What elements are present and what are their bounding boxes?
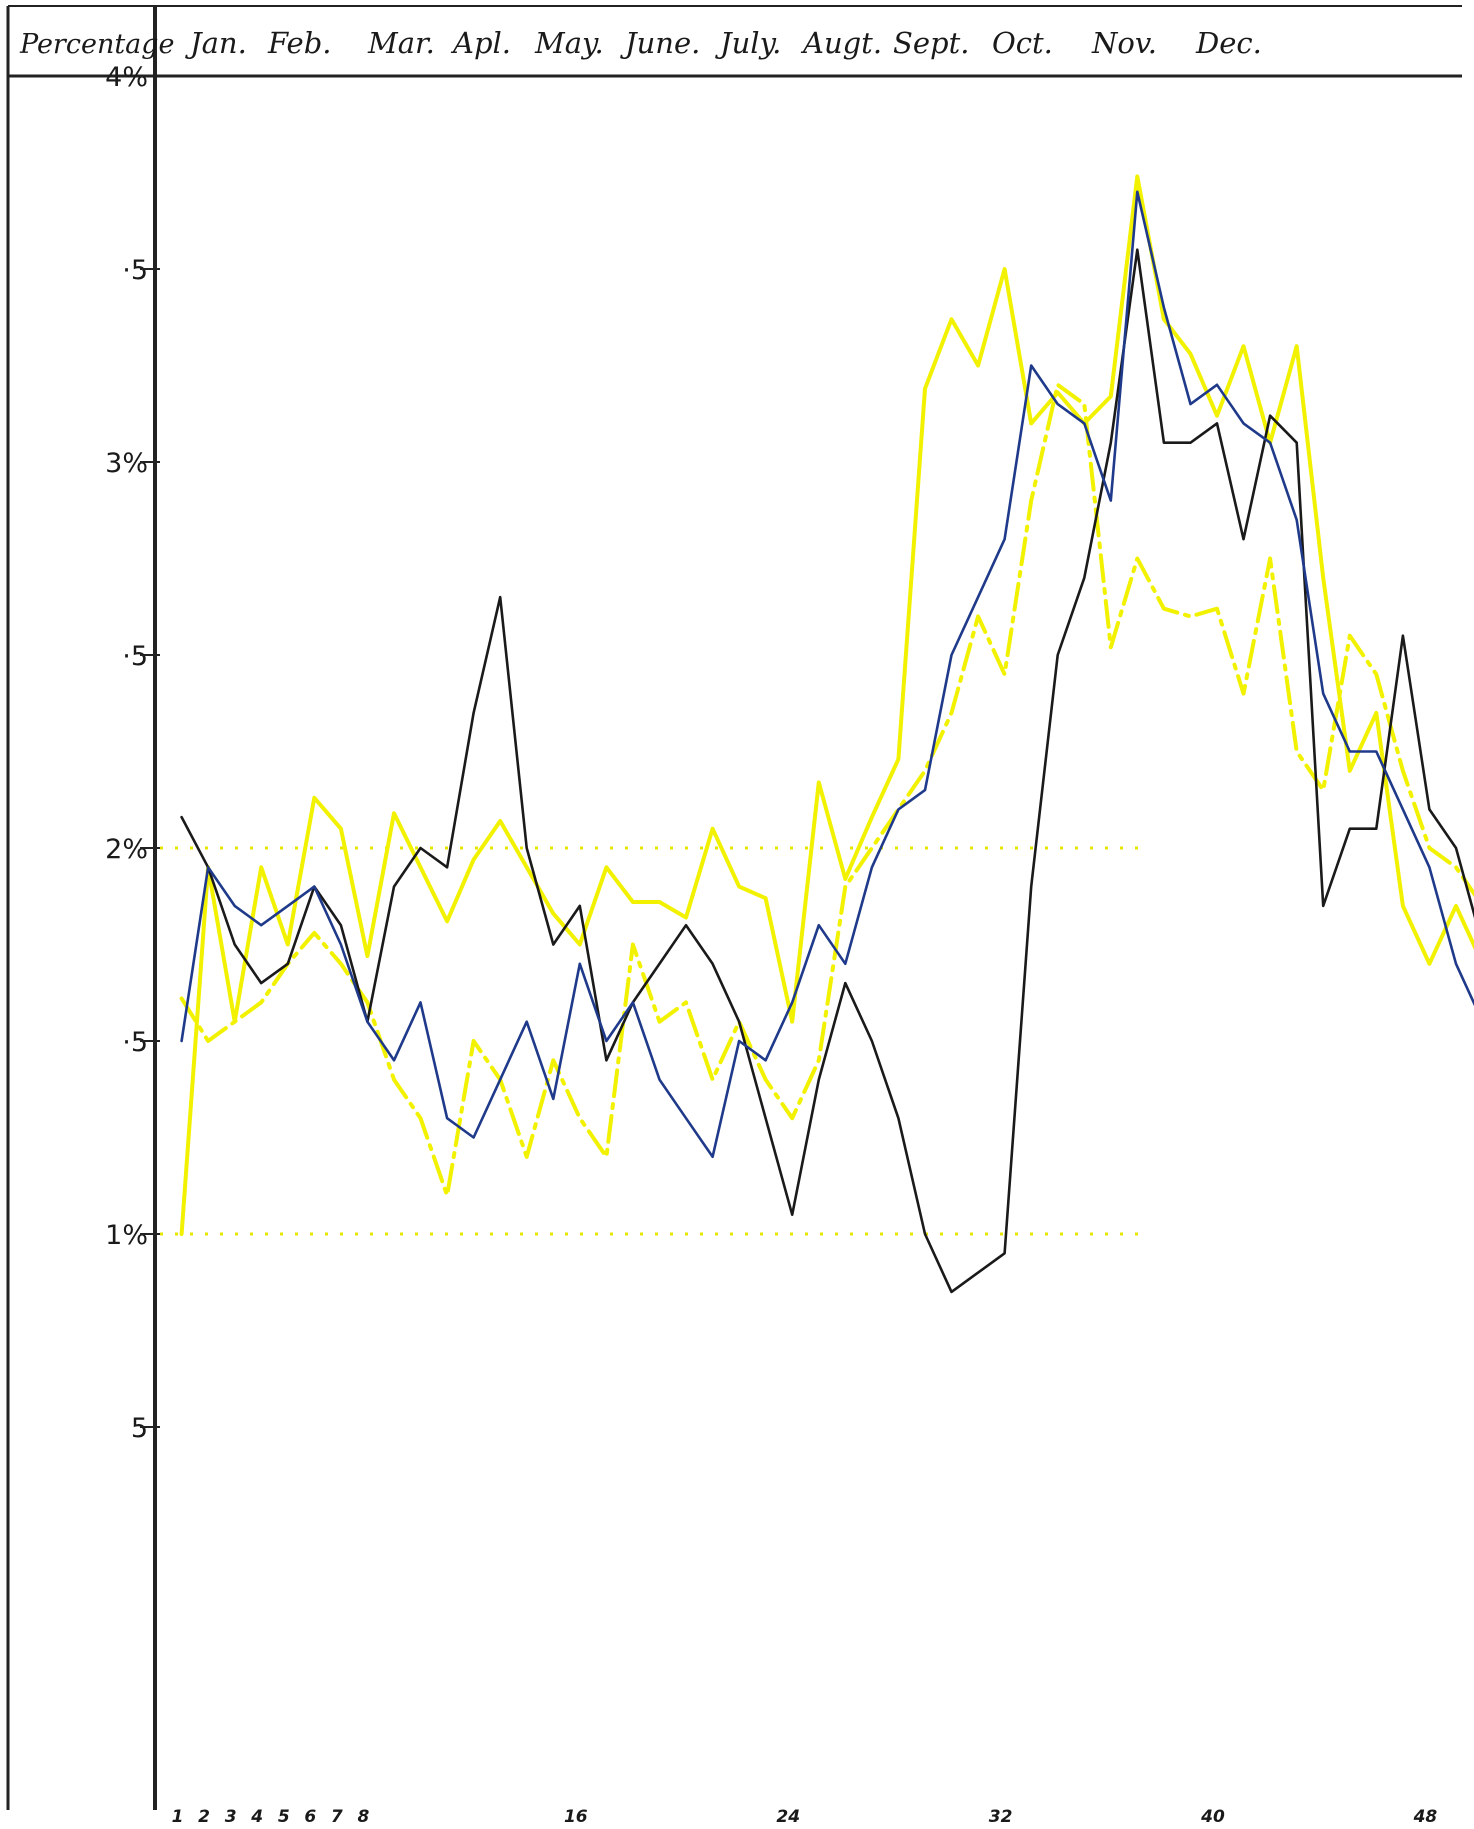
x-tick-label: 32 xyxy=(989,1807,1013,1827)
y-tick-label: ·5 xyxy=(122,255,148,286)
month-label-1: Jan. xyxy=(185,26,247,60)
month-label-5: May. xyxy=(534,26,604,60)
x-axis-ticks: 12345678162432404852 xyxy=(172,1807,1438,1827)
month-label-2: Feb. xyxy=(267,26,331,60)
series-line-4 xyxy=(180,190,1474,1159)
x-tick-label: 8 xyxy=(357,1807,369,1827)
y-tick-label: ·5 xyxy=(122,1027,148,1058)
series-line-1 xyxy=(179,174,1474,1236)
month-label-6: June. xyxy=(620,26,700,60)
reference-lines xyxy=(160,846,1150,1236)
month-label-4: Apl. xyxy=(450,26,511,60)
y-tick-label: 5 xyxy=(131,1413,148,1444)
series-line-2 xyxy=(179,382,1474,1198)
x-tick-label: 24 xyxy=(776,1807,800,1827)
x-tick-label: 6 xyxy=(304,1807,316,1827)
x-tick-label: 16 xyxy=(564,1807,588,1827)
month-label-8: Augt. xyxy=(800,26,882,60)
x-tick-label: 5 xyxy=(278,1807,290,1827)
x-tick-label: 4 xyxy=(250,1807,263,1827)
month-labels: Jan. Feb. Mar. Apl. May. June. July. Augt. Sept.… xyxy=(185,26,1262,60)
month-label-3: Mar. xyxy=(367,26,435,60)
y-tick-label: ·5 xyxy=(122,641,148,672)
x-tick-label: 3 xyxy=(225,1807,237,1827)
x-tick-label: 2 xyxy=(198,1807,210,1827)
month-label-12: Dec. xyxy=(1195,26,1262,60)
y-tick-label: 4% xyxy=(105,62,148,93)
x-tick-label: 40 xyxy=(1200,1807,1225,1827)
y-axis-ticks: ·54%·53%·52%·51%5 xyxy=(105,62,160,1444)
month-label-9: Sept. xyxy=(893,26,969,60)
month-label-10: Oct. xyxy=(992,26,1053,60)
series-line-3 xyxy=(180,248,1474,1294)
month-label-11: Nov. xyxy=(1091,26,1157,60)
y-axis-title: Percentage xyxy=(19,29,175,60)
series-layer xyxy=(179,174,1474,1294)
x-tick-label: 48 xyxy=(1413,1807,1438,1827)
x-tick-label: 7 xyxy=(331,1807,343,1827)
y-tick-label: 3% xyxy=(105,448,148,479)
month-label-7: July. xyxy=(715,26,781,60)
y-tick-label: 2% xyxy=(105,834,148,865)
y-tick-label: 1% xyxy=(105,1220,148,1251)
x-tick-label: 1 xyxy=(172,1807,184,1827)
